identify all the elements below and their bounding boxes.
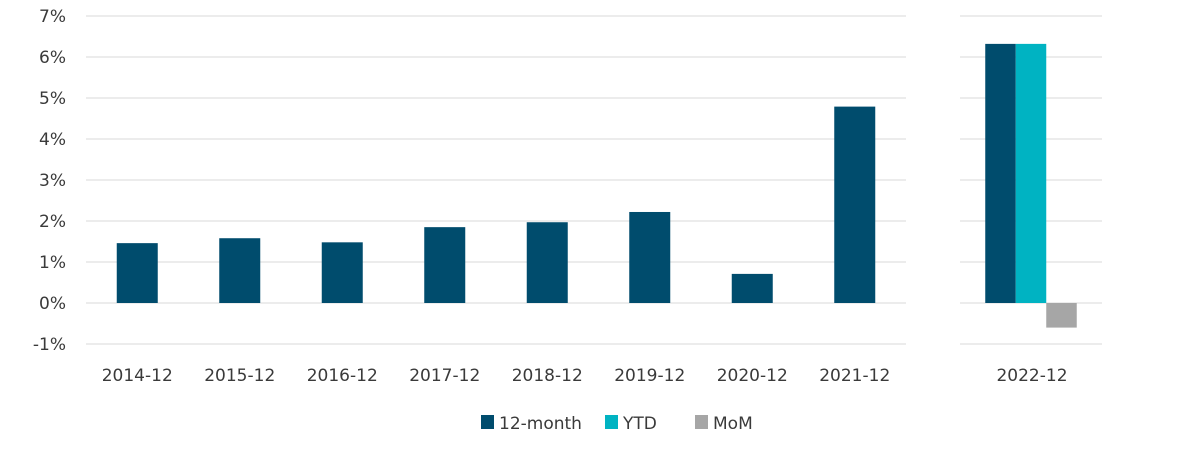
x-category-label: 2017-12 — [409, 366, 480, 386]
y-tick-label: 3% — [39, 171, 66, 191]
bar-12-month-2018-12 — [526, 222, 568, 303]
legend-label: 12-month — [499, 414, 582, 434]
y-tick-label: 2% — [39, 212, 66, 232]
legend-swatch-MoM — [695, 415, 708, 429]
bar-12-month-2021-12 — [834, 106, 876, 303]
bar-12-month-2020-12 — [731, 273, 773, 303]
bar-12-month-2015-12 — [219, 238, 261, 303]
legend: 12-month YTD MoM — [481, 414, 753, 434]
y-tick-label: 7% — [39, 7, 66, 27]
y-tick-label: 0% — [39, 294, 66, 314]
x-category-label: 2016-12 — [307, 366, 378, 386]
y-tick-label: 1% — [39, 253, 66, 273]
y-tick-label: 6% — [39, 48, 66, 68]
bar-MoM-2022-12 — [1046, 303, 1077, 328]
bar-12-month-2017-12 — [424, 227, 466, 303]
bar-12-month-2019-12 — [629, 211, 671, 303]
x-axis-category-labels: 2014-12 2015-12 2016-12 2017-12 2018-12 2019-… — [102, 366, 1068, 386]
y-tick-label: 4% — [39, 130, 66, 150]
y-axis-tick-labels: -1% 0% 1% 2% 3% 4% 5% 6% 7% — [33, 7, 66, 355]
x-category-label: 2018-12 — [512, 366, 583, 386]
legend-label: MoM — [713, 414, 753, 434]
bar-YTD-2022-12 — [1015, 43, 1047, 303]
bar-12-month-2022-12 — [985, 43, 1016, 303]
y-tick-label: -1% — [33, 335, 66, 355]
legend-label: YTD — [622, 414, 657, 434]
x-category-label: 2021-12 — [819, 366, 890, 386]
x-category-label: 2019-12 — [614, 366, 685, 386]
x-category-label: 2015-12 — [204, 366, 275, 386]
bar-12-month-2014-12 — [116, 243, 158, 303]
legend-swatch-YTD — [605, 415, 618, 429]
bars — [116, 43, 1077, 328]
y-tick-label: 5% — [39, 89, 66, 109]
bar-12-month-2016-12 — [321, 242, 363, 303]
x-category-label: 2020-12 — [717, 366, 788, 386]
legend-swatch-12-month — [481, 415, 494, 429]
x-category-label: 2014-12 — [102, 366, 173, 386]
x-category-label: 2022-12 — [996, 366, 1067, 386]
